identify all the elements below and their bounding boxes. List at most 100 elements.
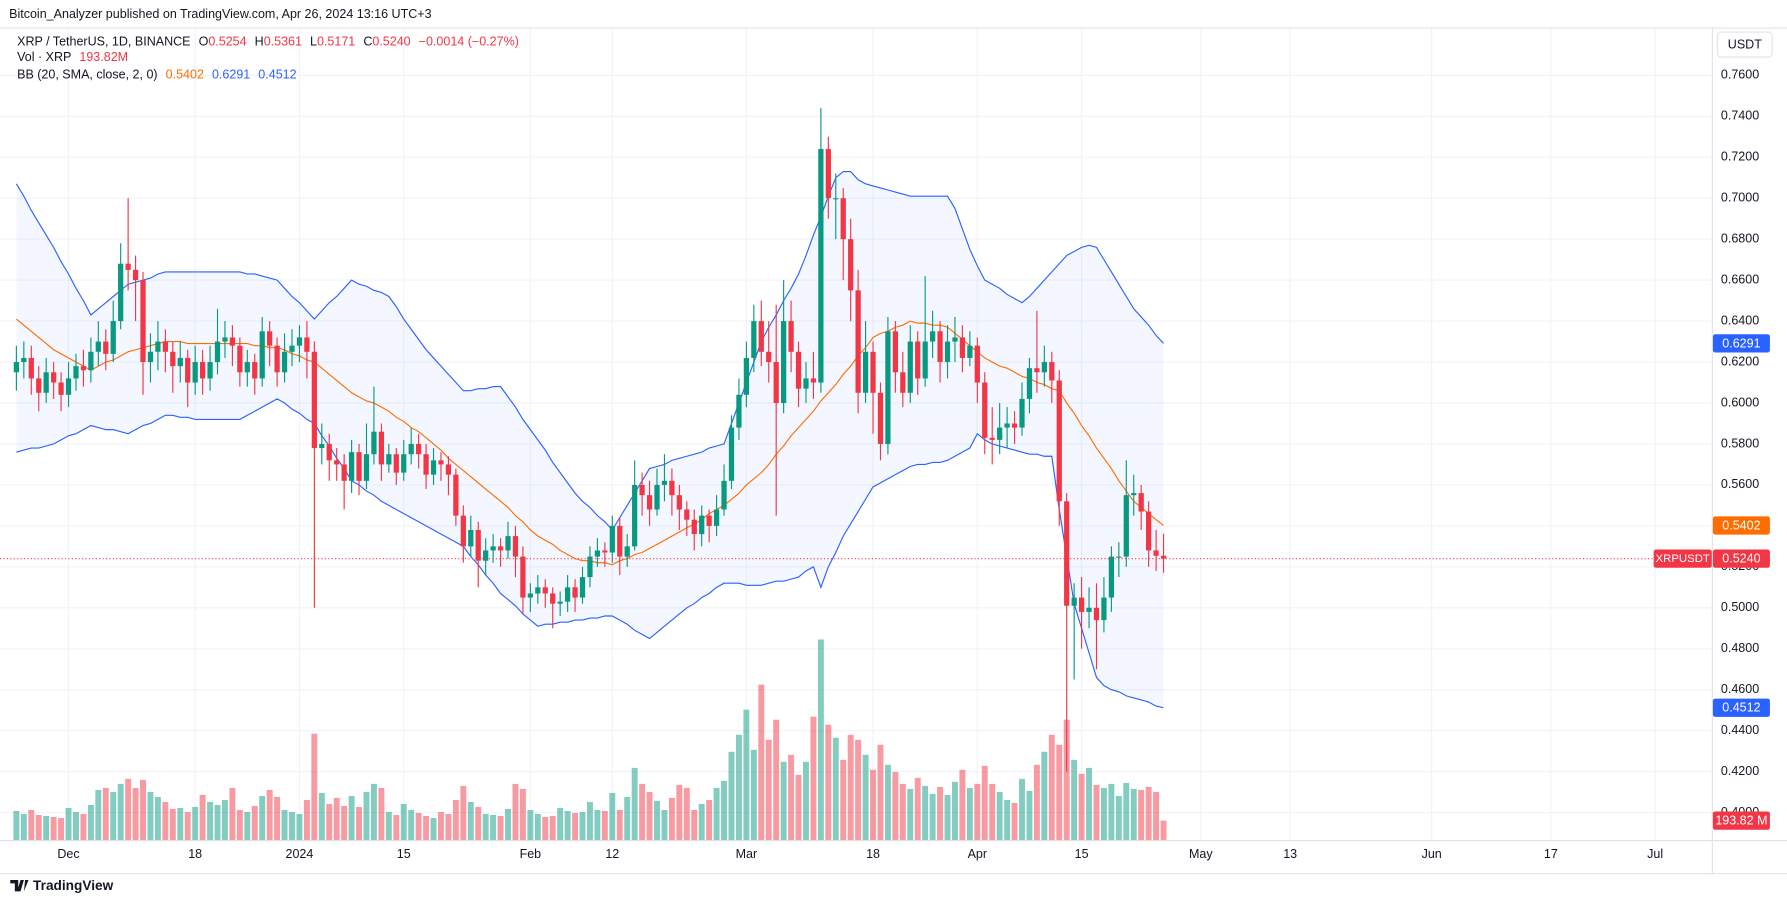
volume-bar [154,796,161,841]
candle-body [1019,398,1025,428]
candle-body [304,337,310,352]
y-tick-label: 0.5600 [1721,477,1759,491]
candle-body [378,431,385,465]
candle-body [818,149,824,383]
last-price-name-badge [1653,549,1712,568]
bb-lower-value: 0.4512 [258,68,296,82]
candle-body [989,437,995,440]
candle-body [475,529,481,561]
volume-bar [482,813,489,841]
volume-bar [825,724,832,841]
change: −0.0014 (−0.27%) [419,35,519,49]
volume-bar [788,754,795,841]
volume-bar [922,785,929,841]
volume-bar [1056,744,1063,841]
volume-bar [251,805,258,841]
candle-body [453,474,459,516]
candle-body [691,519,697,535]
volume-bar [1093,784,1100,841]
symbol: XRP / TetherUS, 1D, BINANCE [17,35,190,49]
volume-bar [1115,795,1122,841]
ohlc-key: C [363,35,372,49]
candle-body [706,515,712,526]
volume-bar [803,761,809,841]
candle-body [1123,495,1129,557]
published-note: Bitcoin_Analyzer published on TradingVie… [9,7,431,21]
volume-bar [534,813,541,841]
candle-body [1056,380,1062,502]
volume-bar [1123,782,1130,841]
volume-bar [162,801,169,841]
volume-bar [385,811,392,841]
candle-body [1034,368,1040,373]
candle-body [937,331,943,363]
candle-body [341,464,347,481]
bb-line [15,170,1164,531]
candle-body [736,394,742,428]
candle-body [751,321,757,358]
volume-bar [914,777,921,841]
x-tick-label: 15 [1075,847,1089,861]
volume-bar [169,808,176,841]
volume-bar [1063,719,1070,841]
volume-bar [378,787,385,841]
candle-body [289,345,295,352]
candle-body [810,378,817,383]
volume-bar [475,806,482,841]
volume-bar [35,814,42,841]
currency-button-label[interactable]: USDT [1728,37,1762,51]
ohlc-value: 0.5254 [208,35,246,49]
candle-body [699,515,705,535]
volume-bar [1011,802,1018,841]
volume-bar [698,803,705,841]
candle-body [1026,368,1033,399]
bb-basis-value: 0.5402 [166,68,204,82]
volume-bar [676,784,683,841]
volume-bar [624,796,631,841]
bb-badge-label: 0.6291 [1722,336,1760,350]
volume-bar [184,811,191,841]
candle-body [1146,511,1152,551]
candle-body [609,525,615,553]
volume-bar [318,792,325,841]
candle-body [632,484,638,547]
volume-bar [28,809,35,841]
volume-bar [177,807,184,841]
volume-bar [832,737,839,841]
candle-body [855,290,861,393]
candle-body [587,556,593,578]
candle-body [252,362,258,379]
currency-button[interactable] [1716,31,1773,58]
candle-body [803,378,809,389]
volume-bar [512,783,519,841]
x-tick-label: 13 [1283,847,1297,861]
volume-bar [989,783,996,841]
candle-body [1086,607,1092,612]
volume-bar [1130,788,1137,841]
volume-bar [765,739,772,841]
candle-body [527,593,533,598]
volume-bar [1026,790,1033,841]
candle-body [684,509,690,520]
candle-body [192,362,198,383]
volume-bar [244,811,251,841]
symbol-legend: XRP / TetherUS, 1D, BINANCE O0.5254 H0.5… [17,35,519,49]
volume-bar [646,791,653,841]
candle-body [535,587,541,594]
volume-bar [549,815,556,841]
volume-bar [125,778,132,841]
volume-bar [579,811,586,841]
candle-body [326,443,332,461]
candle-body [564,587,571,602]
candle-body [267,331,273,346]
candle-body [713,509,720,526]
candle-body [319,443,325,449]
candle-body [967,345,973,358]
candle-body [125,263,131,270]
candle-body [795,351,802,389]
candle-body [438,460,444,465]
candle-body [237,345,243,373]
x-tick-label: 2024 [286,847,314,861]
y-tick-label: 0.7600 [1721,68,1759,82]
